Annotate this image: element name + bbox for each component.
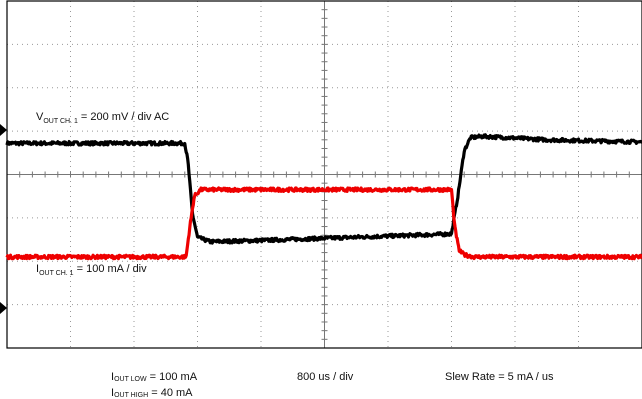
vout-scale-label: VOUT CH. 1 = 200 mV / div AC [36, 111, 169, 125]
ch1-voltage-marker [0, 124, 7, 136]
traces [5, 133, 642, 261]
time-scale-label: 800 us / div [297, 371, 354, 383]
iout-low-label: IOUT LOW = 100 mA [111, 371, 198, 383]
iout-trace [5, 186, 642, 261]
vout-trace [5, 133, 642, 245]
plot-border [6, 0, 642, 349]
grid [6, 0, 642, 349]
slew-rate-label: Slew Rate = 5 mA / us [445, 371, 554, 383]
iout-scale-label: IOUT CH. 1 = 100 mA / div [36, 263, 147, 277]
ch1-current-marker [0, 302, 7, 314]
iout-high-label: IOUT HIGH = 40 mA [111, 387, 193, 399]
